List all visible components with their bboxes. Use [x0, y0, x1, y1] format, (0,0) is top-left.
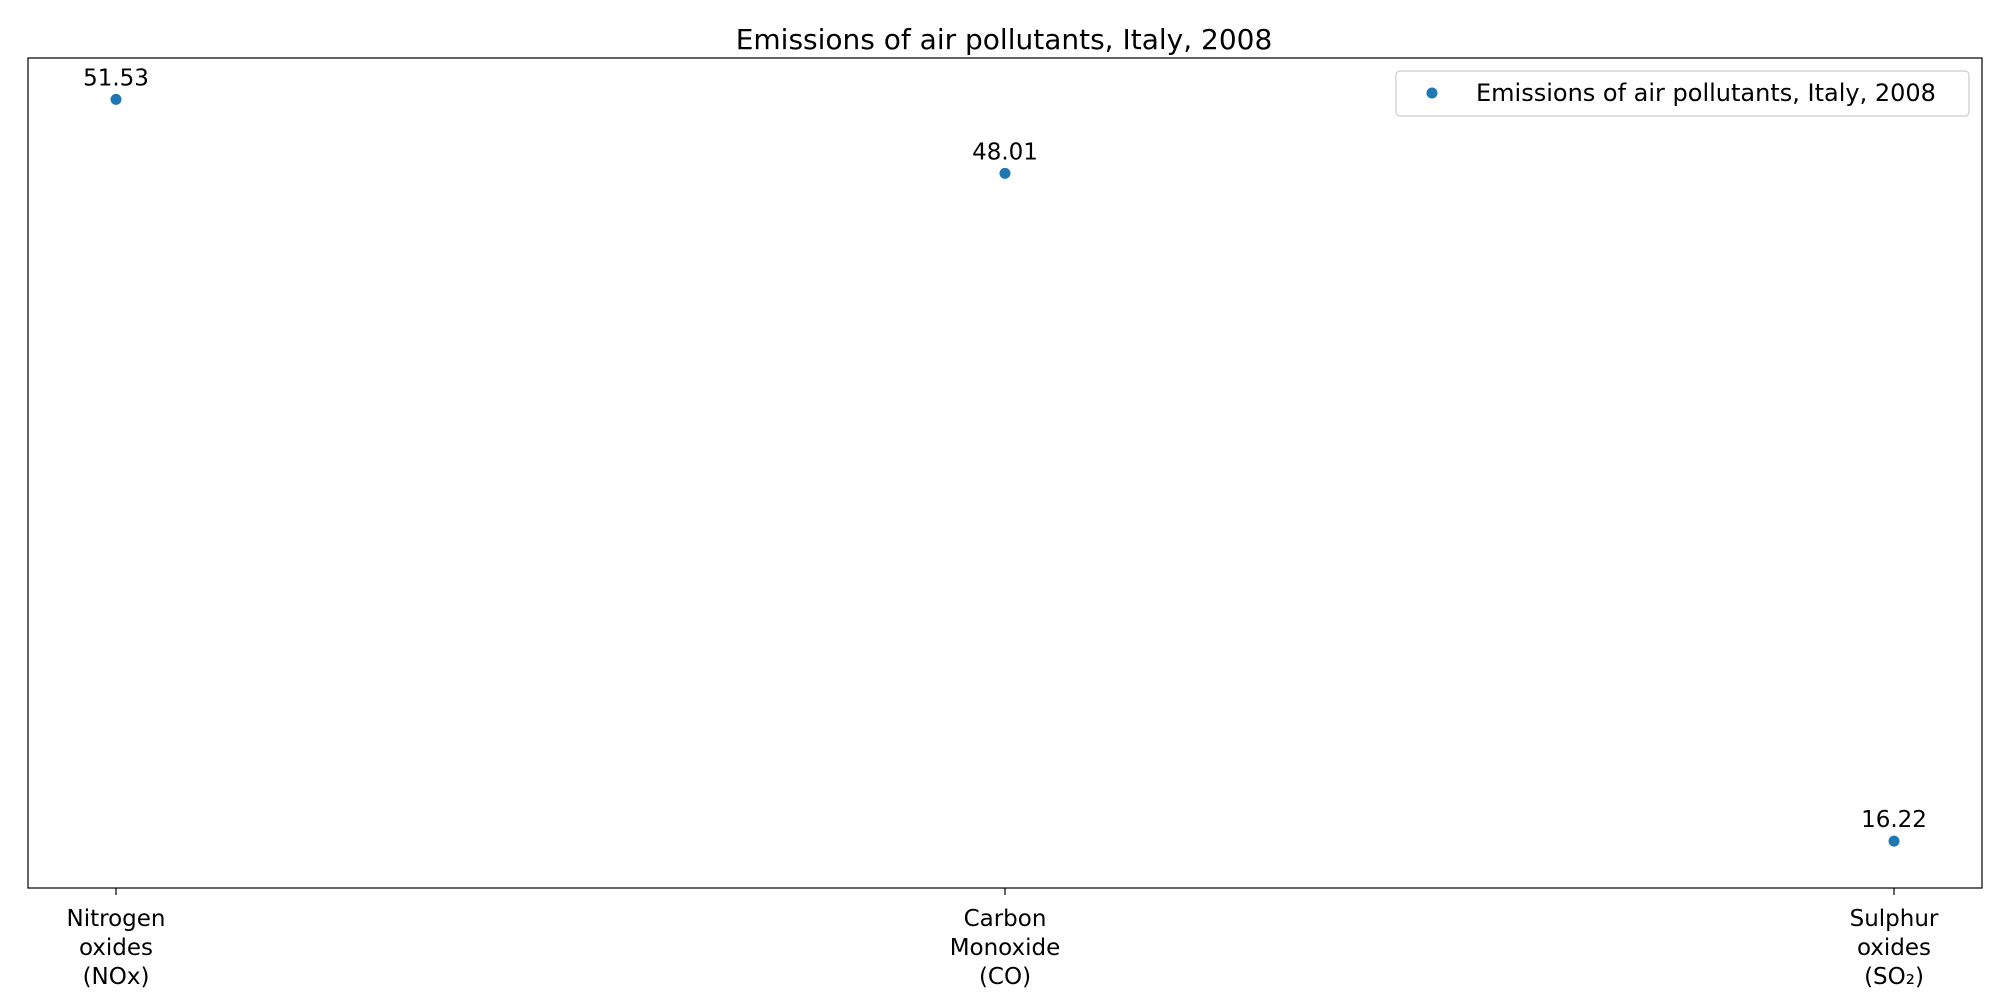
legend-box [1395, 70, 1970, 117]
x-tick-label-line: Sulphur [1850, 906, 1939, 932]
data-labels: 51.53 48.01 16.22 [83, 65, 1927, 833]
x-tick-label-line: oxides [1857, 935, 1931, 961]
data-point [110, 93, 122, 105]
x-tick-label-line: Nitrogen [67, 906, 166, 932]
chart-title: Emissions of air pollutants, Italy, 2008 [736, 23, 1273, 56]
data-point [999, 167, 1011, 179]
x-tick-label-line: Carbon [964, 906, 1047, 932]
x-tick-label-line: (SO₂) [1864, 964, 1924, 990]
x-tick-label: Nitrogen oxides (NOx) [67, 906, 166, 990]
data-points [110, 93, 1900, 847]
x-tick-label-line: Monoxide [950, 935, 1061, 961]
legend: Emissions of air pollutants, Italy, 2008 [1395, 70, 1970, 117]
plot-area [27, 57, 1983, 889]
legend-label: Emissions of air pollutants, Italy, 2008 [1476, 79, 1936, 107]
x-tick-label: Sulphur oxides (SO₂) [1850, 906, 1939, 990]
x-tick-label-line: (NOx) [83, 964, 150, 990]
legend-marker [1426, 87, 1438, 99]
data-label: 16.22 [1861, 807, 1927, 833]
x-tick-label-line: oxides [79, 935, 153, 961]
x-tick-label: Carbon Monoxide (CO) [950, 906, 1061, 990]
data-point [1888, 835, 1900, 847]
data-label: 48.01 [972, 139, 1038, 165]
x-tick-label-line: (CO) [979, 964, 1031, 990]
x-axis-ticks: Nitrogen oxides (NOx) Carbon Monoxide (CO) Sul… [67, 888, 1939, 990]
data-label: 51.53 [83, 65, 149, 91]
